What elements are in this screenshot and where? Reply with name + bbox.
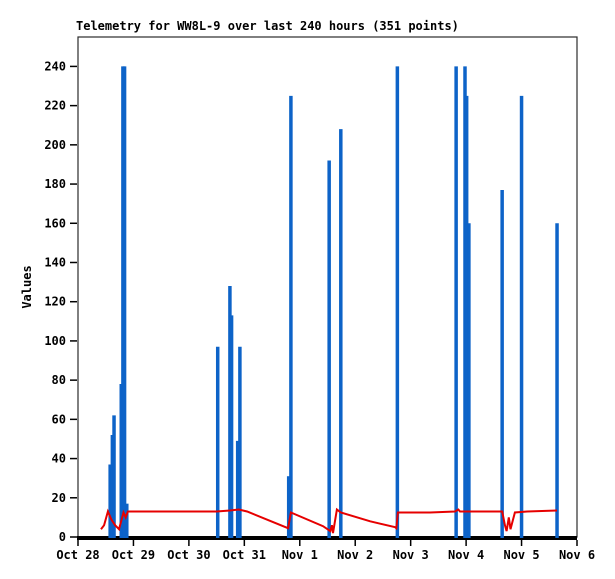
telemetry-line (100, 507, 558, 534)
y-tick-label: 20 (52, 491, 66, 505)
y-tick-label: 120 (44, 295, 66, 309)
x-tick-label: Oct 29 (112, 548, 155, 562)
x-tick-label: Oct 30 (167, 548, 210, 562)
x-tick-label: Nov 1 (282, 548, 318, 562)
x-tick-label: Oct 31 (223, 548, 266, 562)
x-tick-label: Nov 5 (503, 548, 539, 562)
y-tick-label: 80 (52, 373, 66, 387)
x-tick-label: Nov 3 (393, 548, 429, 562)
y-tick-label: 240 (44, 59, 66, 73)
x-tick-label: Oct 28 (56, 548, 99, 562)
x-tick-label: Nov 6 (559, 548, 595, 562)
y-tick-label: 200 (44, 138, 66, 152)
x-tick-label: Nov 4 (448, 548, 484, 562)
chart-title: Telemetry for WW8L-9 over last 240 hours… (76, 19, 459, 33)
y-tick-label: 40 (52, 452, 66, 466)
y-tick-label: 100 (44, 334, 66, 348)
y-tick-label: 0 (59, 530, 66, 544)
y-tick-label: 160 (44, 216, 66, 230)
x-tick-label: Nov 2 (337, 548, 373, 562)
y-tick-label: 220 (44, 99, 66, 113)
y-tick-label: 60 (52, 412, 66, 426)
y-tick-label: 180 (44, 177, 66, 191)
y-tick-label: 140 (44, 255, 66, 269)
